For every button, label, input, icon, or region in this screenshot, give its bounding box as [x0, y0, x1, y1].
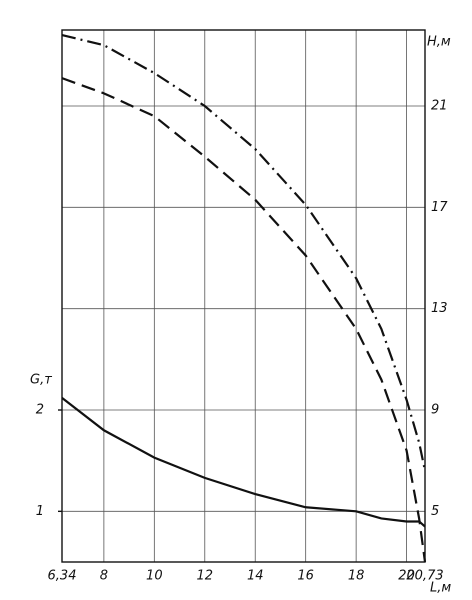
data-line: [61, 396, 426, 528]
y-tick-label: 2: [36, 403, 44, 418]
x-axis-label: L,м: [430, 581, 451, 596]
x-tick-label: 20,73: [406, 569, 443, 584]
y2-tick-label: 5: [431, 504, 439, 519]
y2-tick-label: 13: [431, 301, 448, 316]
y-axis-label: G,т: [30, 373, 52, 388]
x-tick-label: 14: [247, 569, 264, 584]
plot-frame: [61, 29, 426, 563]
x-tick-label: 8: [100, 569, 108, 584]
y2-tick-label: 9: [431, 403, 439, 418]
y2-tick-label: 17: [431, 200, 448, 215]
y2-axis-label: H,м: [427, 35, 451, 50]
data-line: [61, 77, 427, 563]
y2-tick-label: 21: [431, 99, 448, 114]
y-tick-label: 1: [36, 504, 44, 519]
x-tick-label: 16: [297, 569, 314, 584]
x-tick-label: 18: [348, 569, 365, 584]
data-line: [61, 33, 427, 472]
x-tick-label: 12: [197, 569, 214, 584]
x-tick-label: 20: [398, 569, 415, 584]
x-tick-label: 10: [146, 569, 163, 584]
x-tick-label: 6,34: [48, 569, 77, 584]
